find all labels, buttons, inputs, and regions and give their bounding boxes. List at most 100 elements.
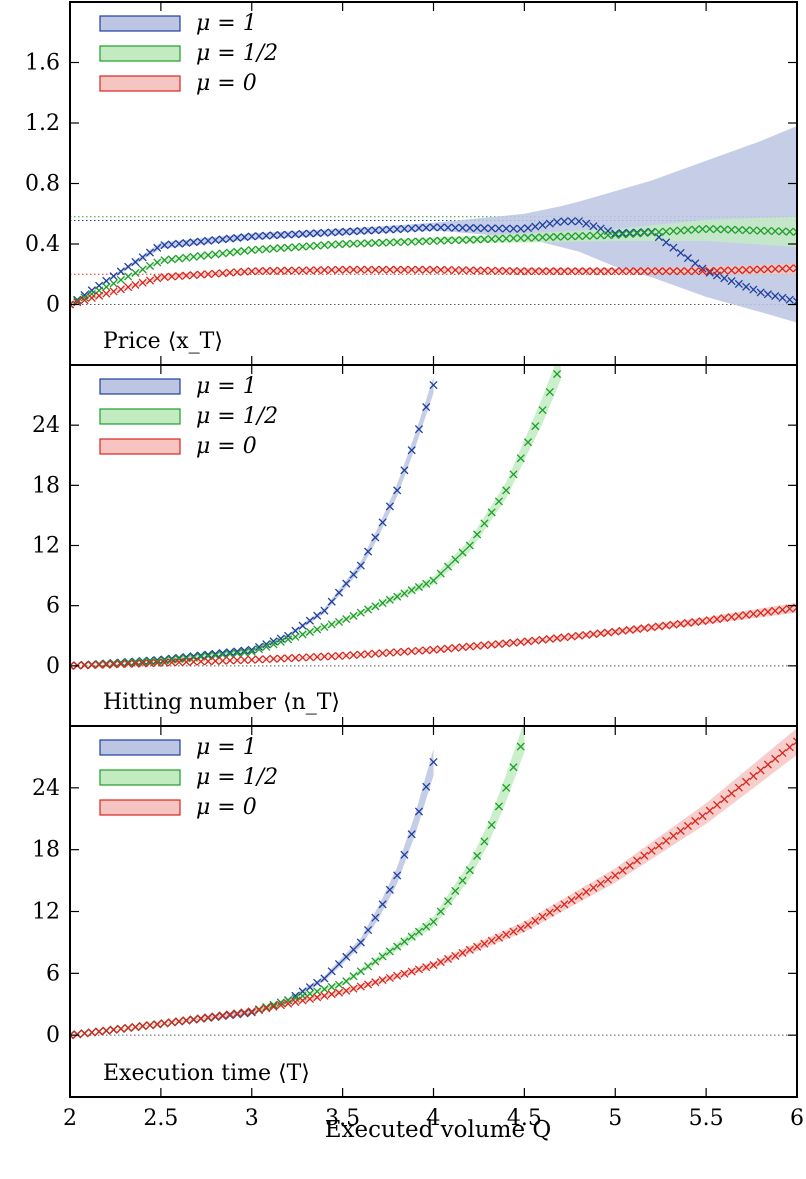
data-point-marker (458, 948, 467, 957)
data-point-marker (509, 927, 518, 936)
data-point-marker (582, 267, 591, 276)
data-point-marker (589, 231, 598, 240)
data-point-marker (276, 998, 285, 1007)
data-point-marker (262, 1002, 271, 1012)
data-point-marker (785, 743, 794, 752)
data-point-marker (334, 228, 344, 237)
legend-label: μ = 0 (196, 71, 257, 96)
data-point-marker (349, 972, 358, 981)
data-point-marker (734, 611, 743, 621)
data-point-marker (313, 978, 322, 987)
data-point-marker (211, 269, 220, 278)
data-point-marker (298, 653, 307, 662)
data-point-marker (400, 237, 409, 247)
data-point-marker (153, 655, 162, 665)
data-point-marker (102, 276, 111, 285)
data-point-marker (87, 293, 96, 303)
data-point-marker (385, 947, 394, 956)
data-point-marker (276, 266, 285, 275)
data-point-marker (116, 658, 125, 668)
data-point-marker (291, 632, 300, 641)
data-point-marker (414, 224, 424, 233)
data-point-marker (342, 986, 351, 995)
data-point-marker (683, 226, 693, 235)
data-point-marker (153, 1020, 162, 1029)
data-point-marker (247, 645, 256, 654)
data-point-marker (407, 265, 416, 274)
data-point-marker (749, 285, 758, 294)
data-point-marker (654, 622, 663, 631)
data-point-marker (443, 223, 453, 232)
data-point-marker (174, 654, 184, 664)
data-point-marker (603, 875, 613, 884)
data-point-marker (669, 831, 678, 840)
data-point-marker (349, 945, 358, 954)
data-point-marker (429, 576, 438, 585)
data-point-marker (276, 637, 285, 646)
data-point-marker (204, 270, 213, 279)
data-point-marker (334, 988, 344, 997)
data-point-marker (182, 238, 191, 248)
data-point-marker (763, 607, 772, 616)
data-point-marker (618, 267, 627, 276)
data-point-marker (538, 221, 547, 230)
data-point-marker (633, 228, 642, 237)
data-point-marker (305, 994, 314, 1003)
data-point-marker (414, 646, 424, 655)
data-point-marker (204, 657, 213, 666)
data-point-marker (371, 978, 380, 987)
data-point-marker (364, 962, 373, 971)
data-point-marker (342, 265, 351, 274)
data-point-marker (516, 234, 525, 243)
data-point-marker (378, 976, 387, 985)
data-point-marker (393, 238, 402, 247)
data-point-marker (443, 897, 453, 906)
data-point-marker (567, 632, 576, 641)
data-point-marker (327, 620, 336, 629)
data-point-marker (189, 271, 198, 280)
data-point-marker (603, 231, 613, 240)
data-point-marker (763, 226, 772, 235)
data-point-marker (393, 648, 402, 657)
data-point-marker (596, 231, 605, 240)
data-point-marker (225, 648, 234, 657)
data-point-marker (625, 861, 634, 870)
data-point-marker (109, 279, 118, 288)
data-point-marker (160, 655, 169, 664)
data-point-marker (211, 649, 220, 658)
legend-swatch (99, 769, 181, 786)
data-point-marker (70, 661, 75, 670)
data-point-marker (443, 954, 453, 964)
data-point-marker (625, 625, 634, 635)
data-point-marker (669, 267, 678, 276)
data-point-marker (531, 222, 540, 231)
data-point-marker (284, 635, 293, 644)
data-point-marker (545, 267, 554, 276)
data-point-marker (320, 652, 329, 661)
data-point-marker (691, 259, 700, 268)
data-point-marker (436, 907, 445, 916)
data-point-marker (407, 647, 416, 656)
data-point-marker (414, 965, 424, 974)
y-tick-label: 0.8 (25, 172, 60, 197)
data-point-marker (284, 996, 293, 1005)
data-point-marker (785, 227, 794, 236)
data-point-marker (364, 265, 373, 274)
data-point-marker (465, 541, 474, 550)
data-point-marker (334, 980, 344, 989)
data-point-marker (756, 766, 765, 775)
data-point-marker (284, 654, 293, 663)
data-point-marker (305, 983, 314, 992)
data-point-marker (538, 267, 547, 276)
data-point-marker (167, 255, 176, 264)
data-point-marker (327, 967, 336, 976)
data-point-marker (523, 438, 533, 447)
data-point-marker (196, 270, 205, 279)
data-point-marker (327, 982, 336, 992)
data-point-marker (458, 548, 467, 557)
data-point-marker (509, 470, 518, 479)
data-point-marker (225, 268, 234, 277)
data-point-marker (516, 638, 525, 647)
data-point-marker (145, 248, 155, 257)
data-point-marker (138, 253, 147, 262)
